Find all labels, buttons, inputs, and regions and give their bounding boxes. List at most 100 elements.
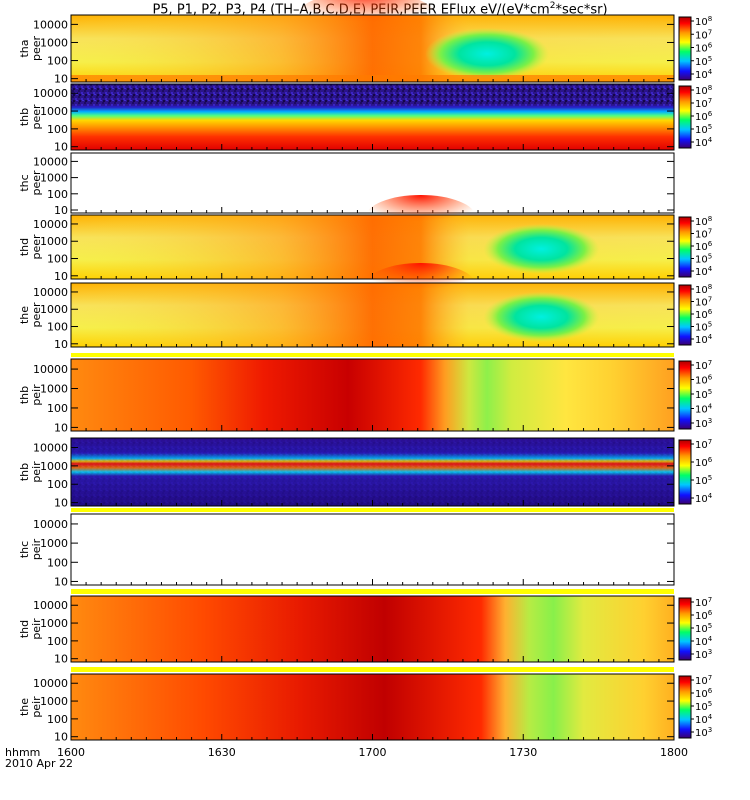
y-tick-label: 10 (54, 575, 68, 588)
y-axis-label: thdpeer (18, 234, 43, 260)
colorbar-tick-label: 106 (695, 308, 713, 321)
y-tick-label: 100 (47, 713, 68, 726)
colorbar (678, 439, 692, 505)
colorbar-tick-label: 107 (695, 28, 712, 41)
y-tick-label: 10 (54, 338, 68, 351)
y-tick-label: 1000 (40, 695, 68, 708)
y-axis-label: thbpeer (18, 104, 43, 130)
colorbar-tick-label: 104 (695, 68, 713, 81)
y-tick-label: 1000 (40, 617, 68, 630)
y-axis-label: thbpeir (18, 461, 43, 483)
heatmap-noise (71, 84, 674, 106)
y-tick-label: 100 (47, 253, 68, 266)
y-axis-label: thcpeer (18, 170, 43, 196)
x-tick-label: 1630 (208, 746, 236, 759)
colorbar-tick-label: 105 (695, 55, 712, 68)
heatmap-cool-region (483, 291, 600, 342)
colorbar-tick-label: 105 (695, 700, 712, 713)
y-tick-label: 10000 (33, 87, 68, 100)
colorbar (678, 675, 692, 739)
y-tick-label: 10 (54, 731, 68, 744)
x-tick-label: 1600 (57, 746, 85, 759)
y-tick-label: 10000 (33, 155, 68, 168)
y-tick-label: 100 (47, 556, 68, 569)
y-axis-label: thepeer (18, 302, 43, 328)
colorbar (678, 597, 692, 661)
y-tick-label: 10 (54, 204, 68, 217)
y-tick-label: 10 (54, 141, 68, 154)
x-tick-label: 1700 (359, 746, 387, 759)
y-tick-label: 10000 (33, 218, 68, 231)
colorbar-tick-label: 106 (695, 110, 713, 123)
panel-frame (70, 513, 675, 586)
colorbar (678, 216, 692, 278)
y-tick-label: 10 (54, 73, 68, 86)
y-tick-label: 1000 (40, 460, 68, 473)
colorbar-tick-label: 105 (695, 388, 712, 401)
colorbar-tick-label: 107 (695, 296, 712, 309)
colorbar-tick-label: 105 (695, 474, 712, 487)
y-tick-label: 10 (54, 270, 68, 283)
colorbar-tick-label: 106 (695, 42, 713, 55)
heatmap-cool-region (425, 27, 550, 80)
y-tick-label: 1000 (40, 36, 68, 49)
y-tick-label: 100 (47, 321, 68, 334)
y-tick-label: 1000 (40, 537, 68, 550)
colorbar-tick-label: 106 (695, 609, 713, 622)
heatmap-hot-region (365, 195, 476, 239)
y-tick-label: 100 (47, 478, 68, 491)
y-tick-label: 10000 (33, 18, 68, 31)
y-tick-label: 100 (47, 188, 68, 201)
colorbar-tick-label: 108 (695, 283, 712, 296)
colorbar-tick-label: 105 (695, 253, 712, 266)
heatmap-hot-region (365, 263, 476, 307)
colorbar-tick-label: 108 (695, 215, 712, 228)
y-tick-label: 100 (47, 402, 68, 415)
colorbar-tick-label: 104 (695, 403, 713, 416)
y-tick-label: 10000 (33, 518, 68, 531)
colorbar-tick-label: 107 (695, 228, 712, 241)
heatmap-strip (71, 353, 674, 357)
colorbar-tick-label: 104 (695, 492, 713, 505)
colorbar-tick-label: 106 (695, 687, 713, 700)
colorbar-tick-label: 105 (695, 123, 712, 136)
colorbar-tick-label: 103 (695, 648, 712, 661)
heatmap-cool-region (483, 223, 600, 274)
colorbar-tick-label: 104 (695, 265, 713, 278)
spectrogram-panel: 10 100 1000 10000 thbpeir 104 105 106 107 (18, 437, 713, 510)
colorbar-tick-label: 103 (695, 417, 712, 430)
heatmap-fill (71, 674, 674, 740)
y-tick-label: 10000 (33, 363, 68, 376)
heatmap-hot-region (296, 0, 437, 43)
heatmap-strip (71, 589, 674, 594)
colorbar-tick-label: 108 (695, 15, 712, 28)
colorbar-tick-label: 104 (695, 713, 713, 726)
y-axis-label: thdpeir (18, 618, 43, 640)
y-tick-label: 10000 (33, 442, 68, 455)
heatmap-fill (71, 596, 674, 662)
y-tick-label: 10 (54, 653, 68, 666)
y-tick-label: 1000 (40, 172, 68, 185)
x-tick-label: 1800 (660, 746, 688, 759)
x-axis-time-label: hhmm (5, 746, 41, 759)
y-tick-label: 100 (47, 55, 68, 68)
y-tick-label: 10000 (33, 286, 68, 299)
heatmap-fill (71, 359, 674, 431)
x-axis-date-label: 2010 Apr 22 (5, 757, 74, 770)
colorbar-tick-label: 107 (695, 359, 712, 372)
y-axis-label: thepeir (18, 696, 43, 718)
y-tick-label: 1000 (40, 105, 68, 118)
y-tick-label: 100 (47, 123, 68, 136)
colorbar-tick-label: 105 (695, 622, 712, 635)
colorbar-tick-label: 107 (695, 674, 712, 687)
y-tick-label: 10 (54, 421, 68, 434)
y-tick-label: 10 (54, 497, 68, 510)
x-tick-label: 1730 (509, 746, 537, 759)
colorbar-tick-label: 104 (695, 136, 713, 149)
